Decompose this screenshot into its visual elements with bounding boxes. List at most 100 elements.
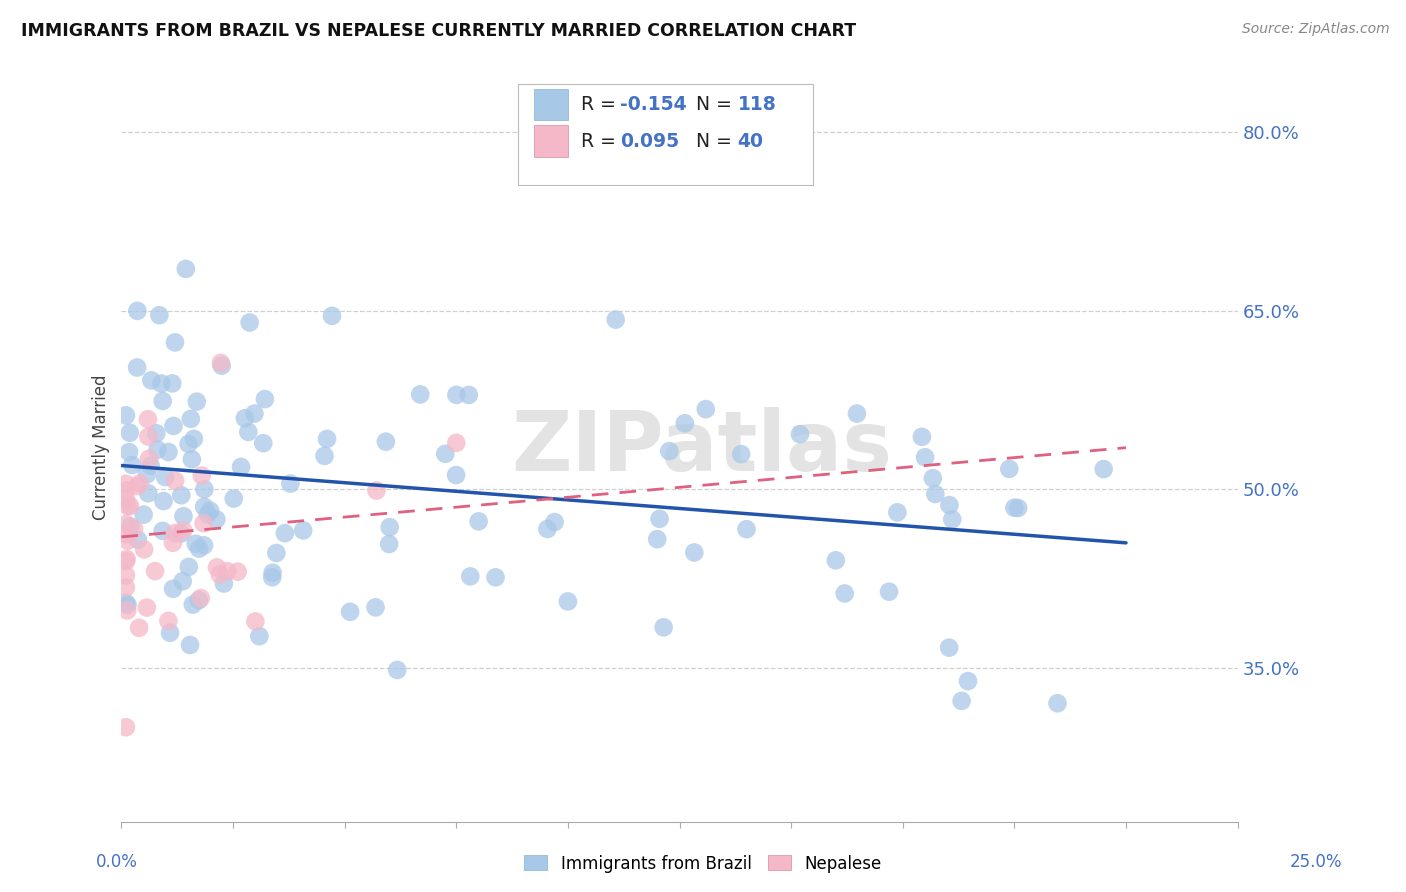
Point xyxy=(226,565,249,579)
Point xyxy=(243,407,266,421)
Point xyxy=(921,471,943,485)
Point xyxy=(673,417,696,431)
Point xyxy=(190,591,212,606)
Point xyxy=(1046,696,1069,710)
Point xyxy=(136,412,159,426)
Point xyxy=(118,445,141,459)
Point xyxy=(115,720,138,734)
Point xyxy=(209,356,232,370)
Point xyxy=(180,412,202,426)
Point xyxy=(314,449,336,463)
Point xyxy=(197,508,219,522)
Point xyxy=(536,522,558,536)
Point xyxy=(956,674,979,689)
Point xyxy=(543,515,565,529)
Point xyxy=(132,542,155,557)
Point xyxy=(115,552,138,566)
Point xyxy=(845,407,868,421)
Point xyxy=(184,537,207,551)
Point xyxy=(157,445,180,459)
Point xyxy=(208,567,231,582)
Point xyxy=(127,303,149,318)
Point xyxy=(364,600,387,615)
Point xyxy=(115,527,138,541)
Point xyxy=(387,663,409,677)
Point xyxy=(141,373,163,387)
Text: IMMIGRANTS FROM BRAZIL VS NEPALESE CURRENTLY MARRIED CORRELATION CHART: IMMIGRANTS FROM BRAZIL VS NEPALESE CURRE… xyxy=(21,22,856,40)
Point xyxy=(789,427,811,442)
Point xyxy=(280,476,302,491)
Point xyxy=(122,522,145,536)
Point xyxy=(205,512,228,526)
Point xyxy=(136,467,159,482)
Point xyxy=(115,596,138,610)
Point xyxy=(484,570,506,584)
Point xyxy=(127,360,149,375)
Point xyxy=(266,546,288,560)
Point xyxy=(229,459,252,474)
Point xyxy=(139,458,162,473)
Point xyxy=(159,625,181,640)
Text: R =: R = xyxy=(581,132,623,151)
Point xyxy=(157,614,180,628)
Text: N =: N = xyxy=(696,132,738,151)
Point xyxy=(138,451,160,466)
Point xyxy=(695,402,717,417)
Point xyxy=(120,519,142,533)
Point xyxy=(262,570,284,584)
Point xyxy=(824,553,846,567)
Point xyxy=(162,536,184,550)
Point xyxy=(652,620,675,634)
Point xyxy=(170,526,193,541)
Point xyxy=(115,581,138,595)
Point xyxy=(239,316,262,330)
Point xyxy=(446,388,468,402)
Point xyxy=(730,447,752,461)
Point xyxy=(193,538,215,552)
Point xyxy=(938,498,960,512)
Point xyxy=(834,586,856,600)
FancyBboxPatch shape xyxy=(534,88,568,120)
Point xyxy=(115,409,138,423)
Point xyxy=(170,488,193,502)
Text: 118: 118 xyxy=(738,95,776,114)
Text: ZIPatlas: ZIPatlas xyxy=(512,407,893,488)
Point xyxy=(135,600,157,615)
Text: 40: 40 xyxy=(738,132,763,151)
Text: R =: R = xyxy=(581,95,623,114)
Point xyxy=(253,392,276,406)
Point xyxy=(187,593,209,607)
Point xyxy=(173,509,195,524)
Point xyxy=(143,564,166,578)
Point xyxy=(434,447,457,461)
Point xyxy=(877,584,900,599)
Point xyxy=(941,512,963,526)
Point xyxy=(174,261,197,276)
Point xyxy=(145,426,167,441)
Point xyxy=(136,486,159,500)
Text: 0.095: 0.095 xyxy=(620,132,679,151)
Point xyxy=(914,450,936,465)
Point xyxy=(115,554,138,568)
Point xyxy=(374,434,396,449)
Text: 25.0%: 25.0% xyxy=(1291,853,1343,871)
Point xyxy=(172,524,194,538)
Point xyxy=(238,425,260,439)
Point xyxy=(735,522,758,536)
Point xyxy=(115,568,138,582)
Point xyxy=(205,560,228,574)
Point xyxy=(121,458,143,472)
Point xyxy=(177,437,200,451)
Point xyxy=(118,425,141,440)
Point xyxy=(274,526,297,541)
Point xyxy=(198,503,221,517)
Point xyxy=(117,598,139,612)
Point xyxy=(152,394,174,409)
Point xyxy=(467,515,489,529)
Point xyxy=(366,483,388,498)
Point xyxy=(212,576,235,591)
Legend: Immigrants from Brazil, Nepalese: Immigrants from Brazil, Nepalese xyxy=(517,848,889,880)
Point xyxy=(152,524,174,538)
Point xyxy=(605,312,627,326)
Point xyxy=(191,468,214,483)
